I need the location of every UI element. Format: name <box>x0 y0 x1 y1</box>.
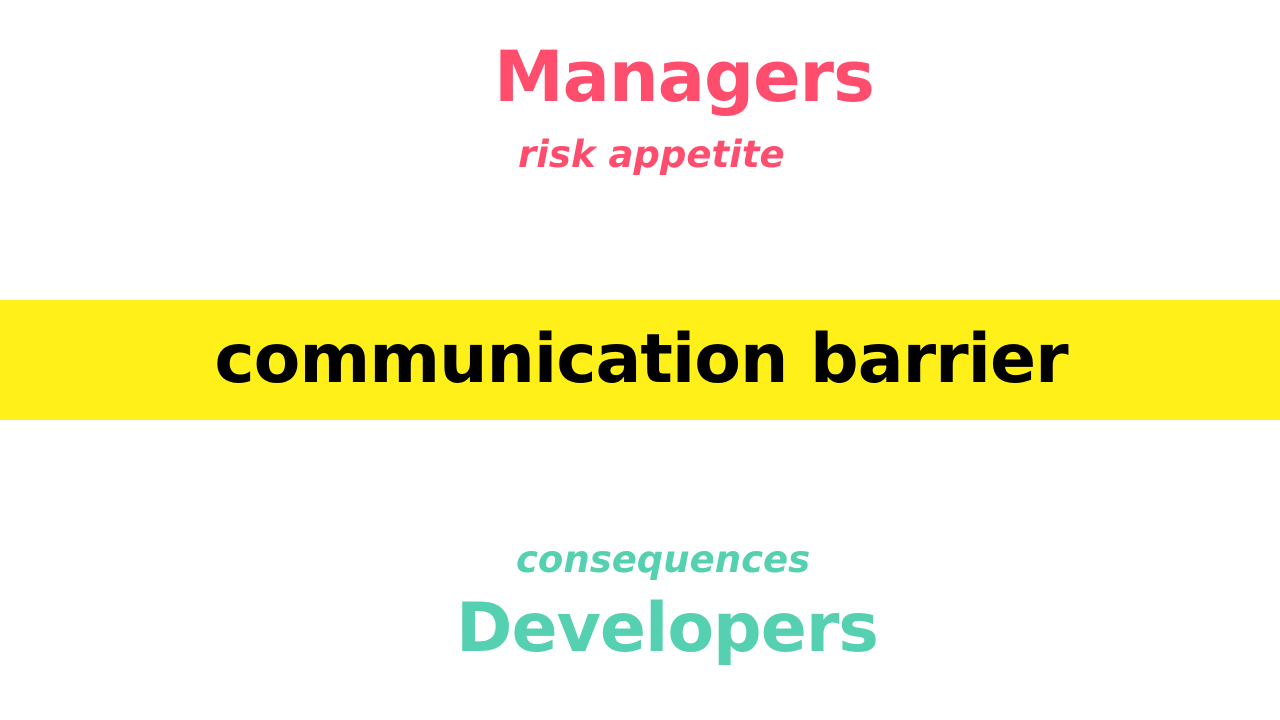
consequences-subtitle: consequences <box>516 538 811 581</box>
risk-appetite-subtitle: risk appetite <box>518 133 785 176</box>
developers-title: Developers <box>456 589 879 668</box>
banner-text: communication barrier <box>214 320 1068 399</box>
managers-title: Managers <box>494 36 875 118</box>
communication-barrier-banner: communication barrier <box>0 300 1280 420</box>
